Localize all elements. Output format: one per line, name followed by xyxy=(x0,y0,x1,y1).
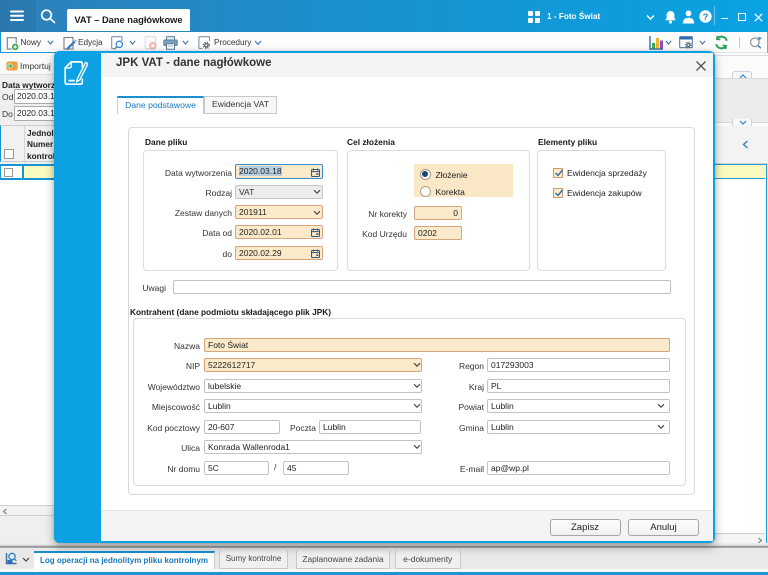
svg-text:?: ? xyxy=(703,12,709,23)
